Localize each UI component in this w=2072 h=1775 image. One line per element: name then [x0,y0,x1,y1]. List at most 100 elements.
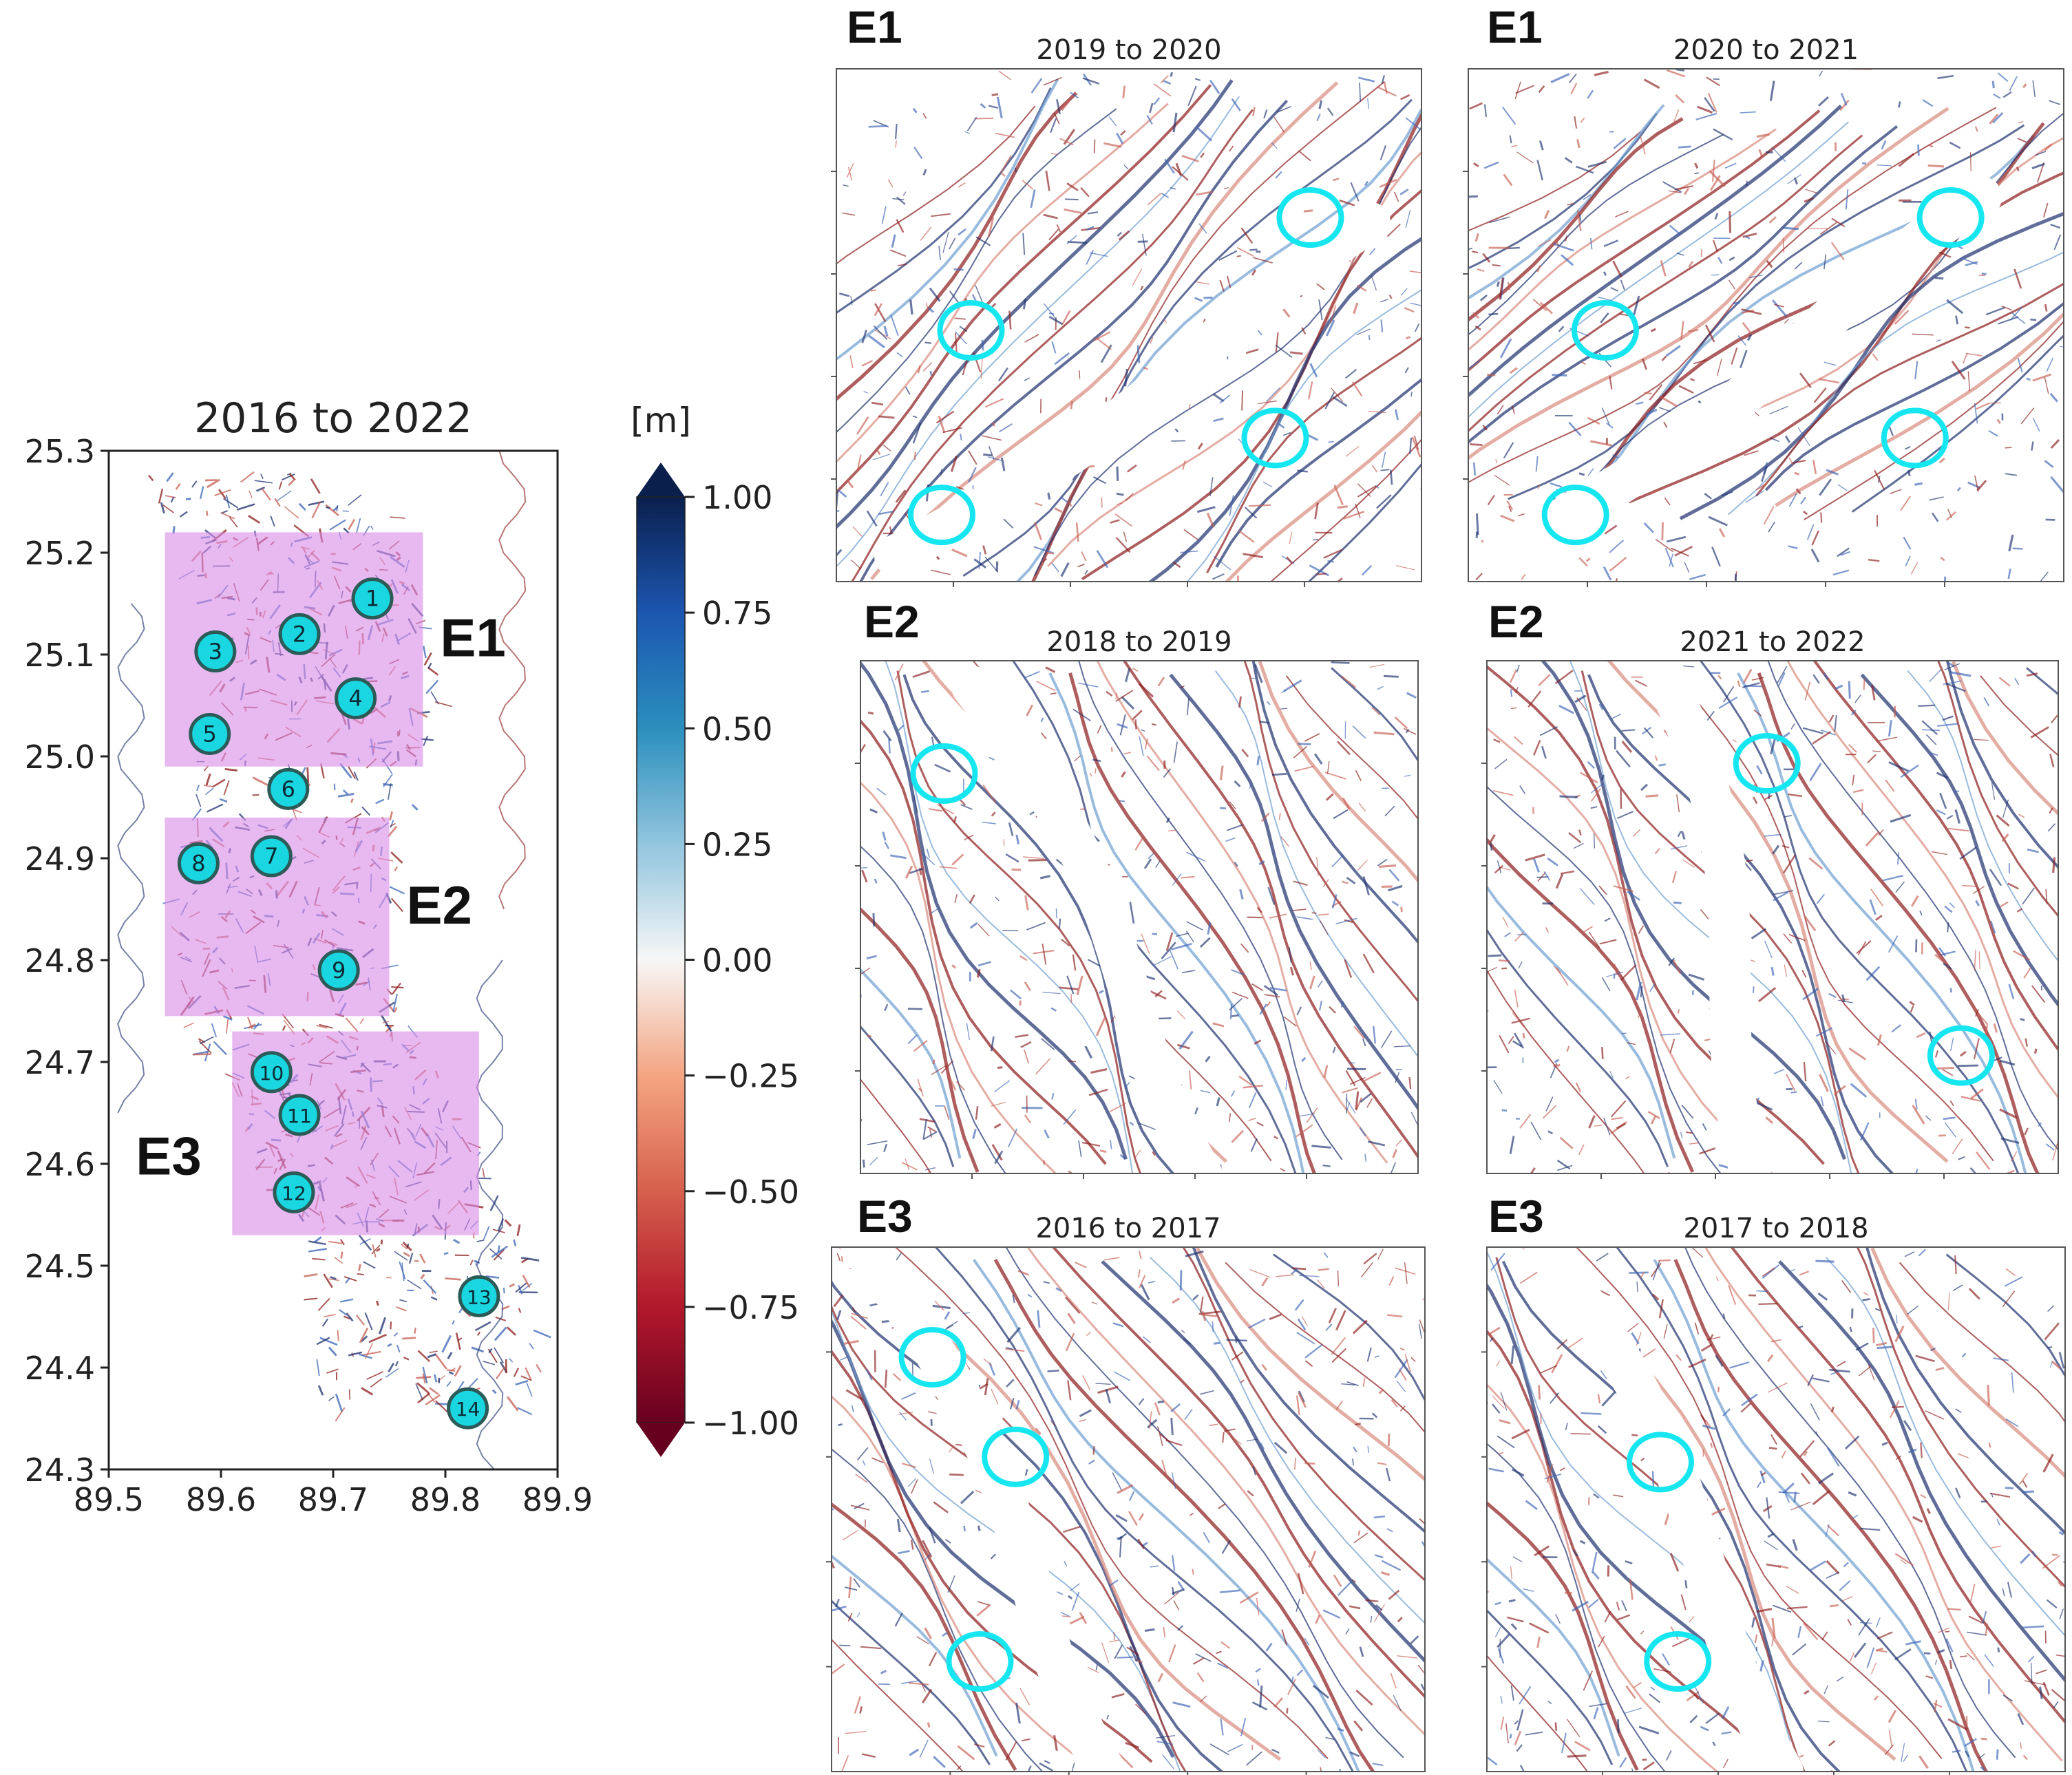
change-stroke [1134,1149,1141,1158]
change-stroke [976,968,981,978]
change-stroke [1949,670,1971,677]
site-marker-number: 7 [264,843,278,869]
change-stroke [1947,1718,1968,1731]
change-stroke [1375,1554,1384,1559]
change-stroke [1035,502,1043,507]
change-stroke [1196,191,1214,196]
change-stroke [1297,1573,1304,1595]
change-stroke [2044,304,2048,312]
change-stroke [1585,557,1591,562]
change-stroke [1975,1009,1979,1017]
change-stroke [913,1040,928,1052]
change-stroke [1497,1633,1510,1648]
change-stroke [960,804,973,810]
change-stroke [225,1019,229,1034]
change-stroke [1312,1685,1329,1699]
channel-line [1952,661,2058,816]
change-stroke [1322,1165,1331,1167]
change-stroke [2011,1151,2018,1162]
change-stroke [2014,677,2020,685]
change-stroke [1676,69,1684,72]
change-stroke [1510,689,1513,697]
change-stroke [1183,1338,1192,1345]
change-stroke [308,1240,326,1246]
change-stroke [1234,780,1241,787]
change-stroke [365,1343,373,1359]
change-stroke [1668,190,1681,193]
change-stroke [1367,98,1369,109]
change-stroke [1527,690,1542,708]
change-stroke [1503,442,1514,459]
change-stroke [1264,994,1280,998]
change-stroke [949,1473,964,1476]
change-stroke [1627,1042,1636,1045]
change-stroke [1823,254,1827,270]
change-stroke [1844,1435,1860,1450]
change-stroke [1155,860,1161,868]
change-stroke [1172,1297,1181,1304]
change-stroke [1088,1459,1095,1465]
channel-line [1468,134,1724,336]
change-stroke [1547,857,1558,867]
site-marker: 13 [458,1275,500,1317]
channel-line [1936,661,2058,918]
change-stroke [1537,239,1551,247]
change-stroke [1371,465,1378,473]
highlight-circle [1541,485,1609,546]
change-stroke [2030,726,2049,738]
change-stroke [425,679,439,694]
change-stroke [1346,1094,1348,1114]
change-stroke [1550,73,1570,83]
change-stroke [852,526,863,537]
change-stroke [951,964,957,969]
change-stroke [1636,401,1644,405]
panel-elevation-change [832,1247,1425,1772]
change-stroke [1505,1723,1509,1743]
change-stroke [1396,1380,1406,1392]
change-stroke [1689,573,1706,580]
channel-line [1487,1608,1614,1765]
change-stroke [1355,1091,1360,1110]
change-stroke [1326,761,1330,774]
change-stroke [954,893,958,904]
change-stroke [1220,807,1227,809]
change-stroke [990,1553,996,1560]
change-stroke [401,1244,408,1250]
side-channel [476,959,504,1469]
change-stroke [359,1017,365,1024]
change-stroke [1512,1468,1525,1477]
change-stroke [1914,482,1923,486]
channel-line [1148,237,1421,582]
change-stroke [1366,1347,1372,1362]
change-stroke [1040,732,1047,740]
change-stroke [506,1326,517,1336]
change-stroke [1620,279,1625,290]
change-stroke [991,1388,999,1405]
change-stroke [1495,458,1497,464]
change-stroke [1405,728,1410,734]
change-stroke [1364,180,1369,187]
change-stroke [1578,1144,1585,1156]
y-tick-label: 25.0 [25,738,95,776]
change-stroke [950,455,958,472]
change-stroke [1280,1167,1286,1172]
change-stroke [896,1518,901,1533]
change-stroke [1345,1098,1356,1114]
change-stroke [905,865,913,879]
change-stroke [1174,428,1179,433]
change-stroke [1359,1127,1366,1137]
change-stroke [909,299,913,315]
channel-line [1587,674,1894,1173]
change-stroke [1516,1709,1524,1731]
change-stroke [1598,296,1612,301]
change-stroke [1863,679,1865,690]
channel-line [1468,121,1849,418]
change-stroke [1993,1357,2009,1361]
change-stroke [860,967,871,975]
change-stroke [1409,270,1421,274]
change-stroke [434,701,452,708]
change-stroke [1105,1388,1111,1403]
change-stroke [402,1241,412,1251]
change-stroke [1888,761,1910,772]
